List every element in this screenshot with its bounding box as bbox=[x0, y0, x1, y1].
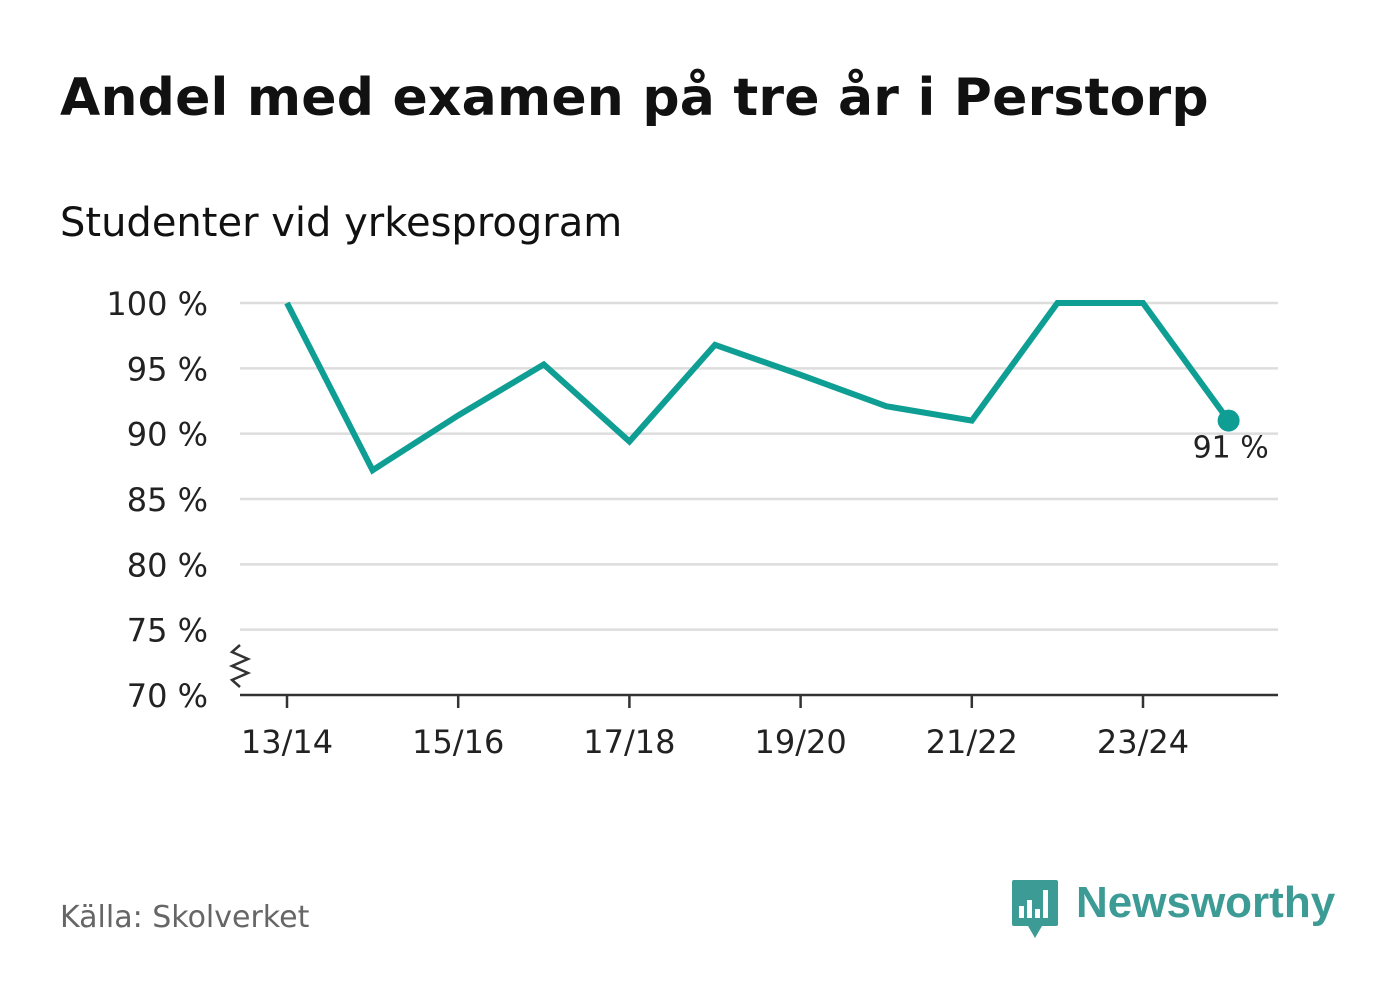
data-labels: 91 % bbox=[1193, 431, 1269, 466]
axis-break-icon bbox=[228, 644, 252, 688]
brand-logo: Newsworthy bbox=[1010, 878, 1335, 942]
x-tick-label-17/18: 17/18 bbox=[583, 723, 675, 761]
axis-break-zigzag bbox=[228, 644, 252, 688]
chart-subtitle: Studenter vid yrkesprogram bbox=[60, 200, 623, 246]
end-value-label: 91 % bbox=[1193, 431, 1269, 466]
x-tick-label-19/20: 19/20 bbox=[754, 723, 846, 761]
chart-title: Andel med examen på tre år i Perstorp bbox=[60, 68, 1209, 128]
y-tick-label-100: 100 % bbox=[106, 285, 208, 323]
y-axis-tick-labels: 70 % 75 % 80 % 85 % 90 % 95 % 100 % bbox=[106, 285, 208, 715]
y-tick-label-90: 90 % bbox=[127, 416, 208, 454]
x-axis-tick-labels: 13/14 15/16 17/18 19/20 21/22 23/24 bbox=[241, 723, 1189, 761]
brand-name: Newsworthy bbox=[1076, 878, 1336, 927]
bar-chart-speech-bubble-icon bbox=[1012, 880, 1058, 938]
source-note: Källa: Skolverket bbox=[60, 900, 310, 935]
gridlines bbox=[240, 301, 1278, 631]
x-axis bbox=[240, 693, 1278, 708]
y-tick-label-70: 70 % bbox=[127, 677, 208, 715]
data-series bbox=[284, 300, 1240, 475]
x-tick-label-15/16: 15/16 bbox=[412, 723, 504, 761]
data-point-24/25 bbox=[1217, 409, 1240, 432]
x-tick-label-13/14: 13/14 bbox=[241, 723, 333, 761]
y-tick-label-95: 95 % bbox=[127, 350, 208, 388]
series-line-0 bbox=[284, 300, 1232, 475]
y-tick-label-80: 80 % bbox=[127, 546, 208, 584]
y-tick-label-85: 85 % bbox=[127, 481, 208, 519]
y-tick-label-75: 75 % bbox=[127, 612, 208, 650]
x-tick-label-23/24: 23/24 bbox=[1097, 723, 1189, 761]
x-tick-label-21/22: 21/22 bbox=[926, 723, 1018, 761]
